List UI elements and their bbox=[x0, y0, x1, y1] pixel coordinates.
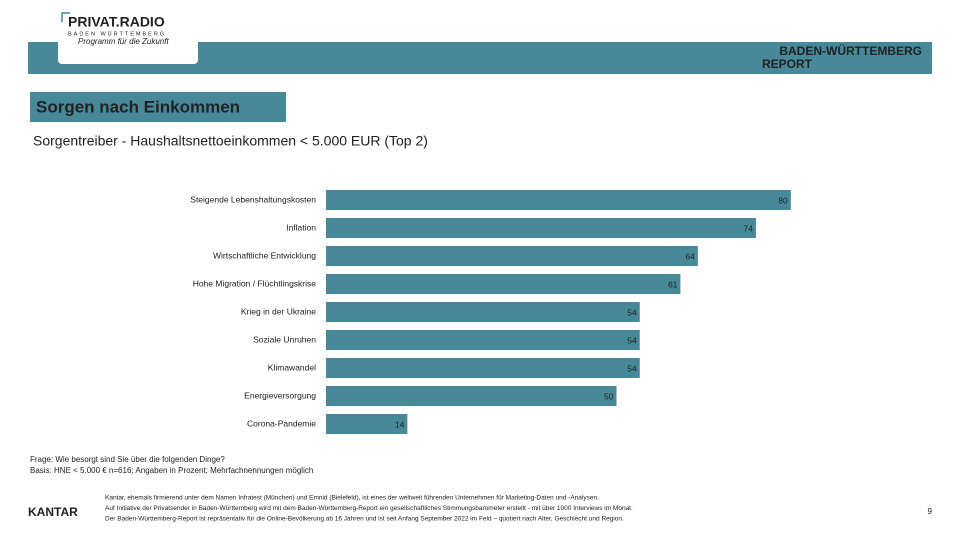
logo-region: BADEN WÜRTTEMBERG bbox=[68, 30, 166, 37]
bar bbox=[326, 274, 681, 294]
value-label: 14 bbox=[395, 419, 405, 429]
bar bbox=[326, 386, 617, 406]
bar bbox=[326, 190, 791, 210]
bar bbox=[326, 246, 698, 266]
title-box bbox=[30, 92, 286, 122]
category-label: Klimawandel bbox=[268, 362, 316, 372]
value-label: 61 bbox=[668, 279, 678, 289]
value-label: 54 bbox=[627, 307, 637, 317]
report-title: BADEN-WÜRTTEMBERG bbox=[779, 43, 922, 58]
value-label: 80 bbox=[778, 195, 788, 205]
chart-title: Sorgen nach Einkommen bbox=[36, 97, 240, 116]
category-label: Wirtschaftliche Entwicklung bbox=[213, 250, 316, 260]
note: Der Baden-Württemberg-Report ist repräse… bbox=[105, 516, 624, 523]
bar bbox=[326, 358, 640, 378]
plot: Steigende Lebenshaltungskosten 80 Inflatio… bbox=[190, 190, 791, 434]
bar bbox=[326, 414, 408, 434]
basis: Basis: HNE < 5.000 € n=616; Angaben in P… bbox=[30, 466, 313, 475]
category-label: Corona-Pandemie bbox=[247, 418, 316, 428]
bar bbox=[326, 330, 640, 350]
brand: KANTAR bbox=[28, 505, 78, 519]
value-label: 74 bbox=[743, 223, 753, 233]
note: Auf Initiative der Privatsender in Baden… bbox=[105, 505, 633, 512]
category-label: Energieversorgung bbox=[244, 390, 316, 400]
category-label: Krieg in der Ukraine bbox=[241, 306, 316, 316]
page-number: 9 bbox=[928, 507, 933, 516]
value-label: 50 bbox=[604, 391, 614, 401]
report-subtitle: REPORT bbox=[762, 57, 813, 71]
value-label: 54 bbox=[627, 335, 637, 345]
logo-slogan: Programm für die Zukunft bbox=[78, 37, 169, 46]
question: Frage: Wie besorgt sind Sie über die fol… bbox=[30, 455, 225, 464]
bar bbox=[326, 302, 640, 322]
category-label: Hohe Migration / Flüchtlingskrise bbox=[193, 278, 317, 288]
category-label: Soziale Unruhen bbox=[253, 334, 316, 344]
category-label: Steigende Lebenshaltungskosten bbox=[190, 194, 316, 204]
category-label: Inflation bbox=[286, 222, 316, 232]
logo-box bbox=[58, 8, 198, 64]
value-label: 64 bbox=[685, 251, 695, 261]
logo-title: PRIVAT.RADIO bbox=[68, 14, 165, 30]
bar bbox=[326, 218, 756, 238]
value-label: 54 bbox=[627, 363, 637, 373]
note: Kantar, ehemals firmierend unter dem Nam… bbox=[105, 495, 599, 502]
chart-subtitle: Sorgentreiber - Haushaltsnettoeinkommen … bbox=[33, 133, 428, 149]
logo-corner bbox=[61, 12, 70, 22]
